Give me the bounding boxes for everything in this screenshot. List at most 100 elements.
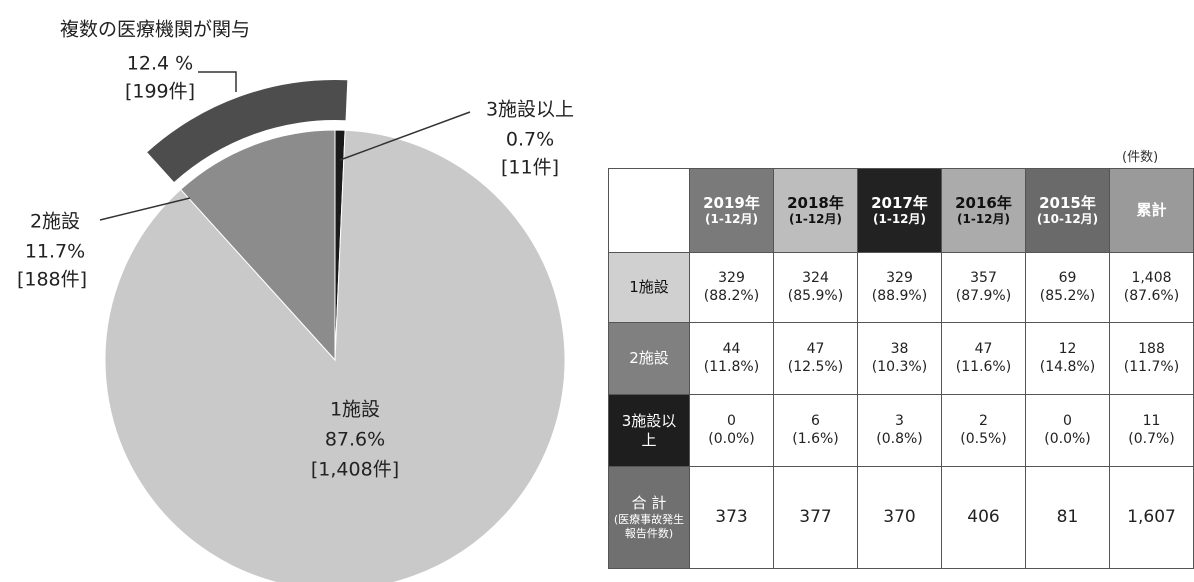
cell-count: 1,607 — [1127, 506, 1176, 527]
column-label: 累計 — [1136, 201, 1167, 220]
cell-count: 12 — [1058, 341, 1077, 357]
pie-chart: 複数の医療機関が関与 12.4 % [199件] 3施設以上 0.7% [11件… — [17, 19, 574, 582]
table-cell: 377 — [773, 466, 858, 569]
table-cell: 373 — [689, 466, 774, 569]
column-sub: (1-12月) — [789, 212, 842, 227]
table-cell: 47 (11.6%) — [941, 322, 1026, 395]
cell-count: 373 — [715, 506, 748, 527]
slice-count: [188件] — [17, 269, 87, 291]
table-cell: 38 (10.3%) — [857, 322, 942, 395]
slice-label: 1施設 — [330, 399, 380, 421]
group-ring — [147, 80, 348, 182]
table-cell: 0 (0.0%) — [689, 394, 774, 467]
table-cell: 81 — [1025, 466, 1110, 569]
leader-line — [99, 197, 191, 221]
cell-percent: (11.6%) — [955, 358, 1012, 375]
table-cell: 2 (0.5%) — [941, 394, 1026, 467]
table-cell: 406 — [941, 466, 1026, 569]
column-header: 2015年 (10-12月) — [1025, 168, 1110, 253]
cell-count: 3 — [895, 413, 904, 429]
cell-percent: (0.5%) — [960, 430, 1007, 447]
cell-count: 69 — [1058, 270, 1077, 286]
group-count: [199件] — [125, 81, 195, 103]
table-cell: 1,607 — [1109, 466, 1194, 569]
column-sub: (1-12月) — [705, 212, 758, 227]
cell-count: 44 — [722, 341, 741, 357]
column-label: 2015年 — [1039, 193, 1096, 212]
slice-count: [11件] — [501, 157, 559, 179]
corner-cell — [608, 168, 690, 253]
cell-percent: (10.3%) — [871, 358, 928, 375]
header-row: 2019年 (1-12月) 2018年 (1-12月) 2017年 (1-12月) 2016… — [608, 168, 1194, 253]
cell-percent: (11.7%) — [1123, 358, 1180, 375]
data-table: 2019年 (1-12月) 2018年 (1-12月) 2017年 (1-12月) 2016… — [608, 168, 1194, 569]
cell-percent: (87.6%) — [1123, 287, 1180, 304]
cell-percent: (87.9%) — [955, 287, 1012, 304]
row-label: 1施設 — [629, 278, 669, 297]
row-header: 3施設以上 — [608, 394, 690, 467]
column-label: 2016年 — [955, 193, 1012, 212]
cell-count: 2 — [979, 413, 988, 429]
table-cell: 324 (85.9%) — [773, 252, 858, 323]
slice-value: 87.6% — [325, 429, 385, 451]
table-row: 3施設以上 0 (0.0%) 6 (1.6%) 3 (0.8%) 2 (0.5%) 0 (0.0%)… — [608, 394, 1194, 467]
table-row: 2施設 44 (11.8%) 47 (12.5%) 38 (10.3%) 47 (11.6%) 1… — [608, 322, 1194, 395]
row-sub: (医療事故発生報告件数) — [613, 513, 685, 540]
table-cell: 44 (11.8%) — [689, 322, 774, 395]
cell-count: 38 — [890, 341, 909, 357]
column-sub: (1-12月) — [957, 212, 1010, 227]
column-label: 2018年 — [787, 193, 844, 212]
cell-percent: (88.2%) — [703, 287, 760, 304]
cell-percent: (14.8%) — [1039, 358, 1096, 375]
group-value: 12.4 % — [127, 53, 193, 75]
row-header: 合 計 (医療事故発生報告件数) — [608, 466, 690, 569]
column-sub: (1-12月) — [873, 212, 926, 227]
table-cell: 69 (85.2%) — [1025, 252, 1110, 323]
table-cell: 357 (87.9%) — [941, 252, 1026, 323]
column-header: 累計 — [1109, 168, 1194, 253]
cell-count: 324 — [802, 270, 829, 286]
cell-count: 329 — [886, 270, 913, 286]
row-label: 合 計 — [631, 494, 667, 513]
table-cell: 0 (0.0%) — [1025, 394, 1110, 467]
table-cell: 329 (88.2%) — [689, 252, 774, 323]
column-header: 2017年 (1-12月) — [857, 168, 942, 253]
table-cell: 3 (0.8%) — [857, 394, 942, 467]
table-cell: 47 (12.5%) — [773, 322, 858, 395]
cell-percent: (1.6%) — [792, 430, 839, 447]
cell-count: 47 — [806, 341, 825, 357]
table-cell: 11 (0.7%) — [1109, 394, 1194, 467]
table-cell: 1,408 (87.6%) — [1109, 252, 1194, 323]
column-label: 2017年 — [871, 193, 928, 212]
cell-count: 370 — [883, 506, 916, 527]
cell-count: 1,408 — [1131, 270, 1172, 286]
slice-value: 0.7% — [506, 129, 554, 151]
table-cell: 6 (1.6%) — [773, 394, 858, 467]
column-label: 2019年 — [703, 193, 760, 212]
cell-count: 0 — [1063, 413, 1072, 429]
cell-count: 11 — [1142, 413, 1161, 429]
group-title: 複数の医療機関が関与 — [60, 19, 250, 41]
table-cell: 12 (14.8%) — [1025, 322, 1110, 395]
cell-percent: (85.2%) — [1039, 287, 1096, 304]
column-header: 2019年 (1-12月) — [689, 168, 774, 253]
table-row: 1施設 329 (88.2%) 324 (85.9%) 329 (88.9%) 357 (87.… — [608, 252, 1194, 323]
pie-slice — [104, 129, 566, 582]
row-label: 3施設以上 — [621, 411, 677, 449]
cell-percent: (0.7%) — [1128, 430, 1175, 447]
cell-percent: (85.9%) — [787, 287, 844, 304]
cell-count: 377 — [799, 506, 832, 527]
slice-label: 2施設 — [30, 211, 80, 233]
row-header: 1施設 — [608, 252, 690, 323]
cell-count: 406 — [967, 506, 1000, 527]
cell-count: 81 — [1056, 506, 1079, 527]
table-cell: 329 (88.9%) — [857, 252, 942, 323]
slice-value: 11.7% — [25, 241, 85, 263]
table-unit: (件数) — [1122, 150, 1159, 165]
cell-count: 188 — [1138, 341, 1165, 357]
cell-count: 329 — [718, 270, 745, 286]
cell-count: 47 — [974, 341, 993, 357]
cell-percent: (0.0%) — [708, 430, 755, 447]
cell-percent: (0.0%) — [1044, 430, 1091, 447]
column-header: 2016年 (1-12月) — [941, 168, 1026, 253]
